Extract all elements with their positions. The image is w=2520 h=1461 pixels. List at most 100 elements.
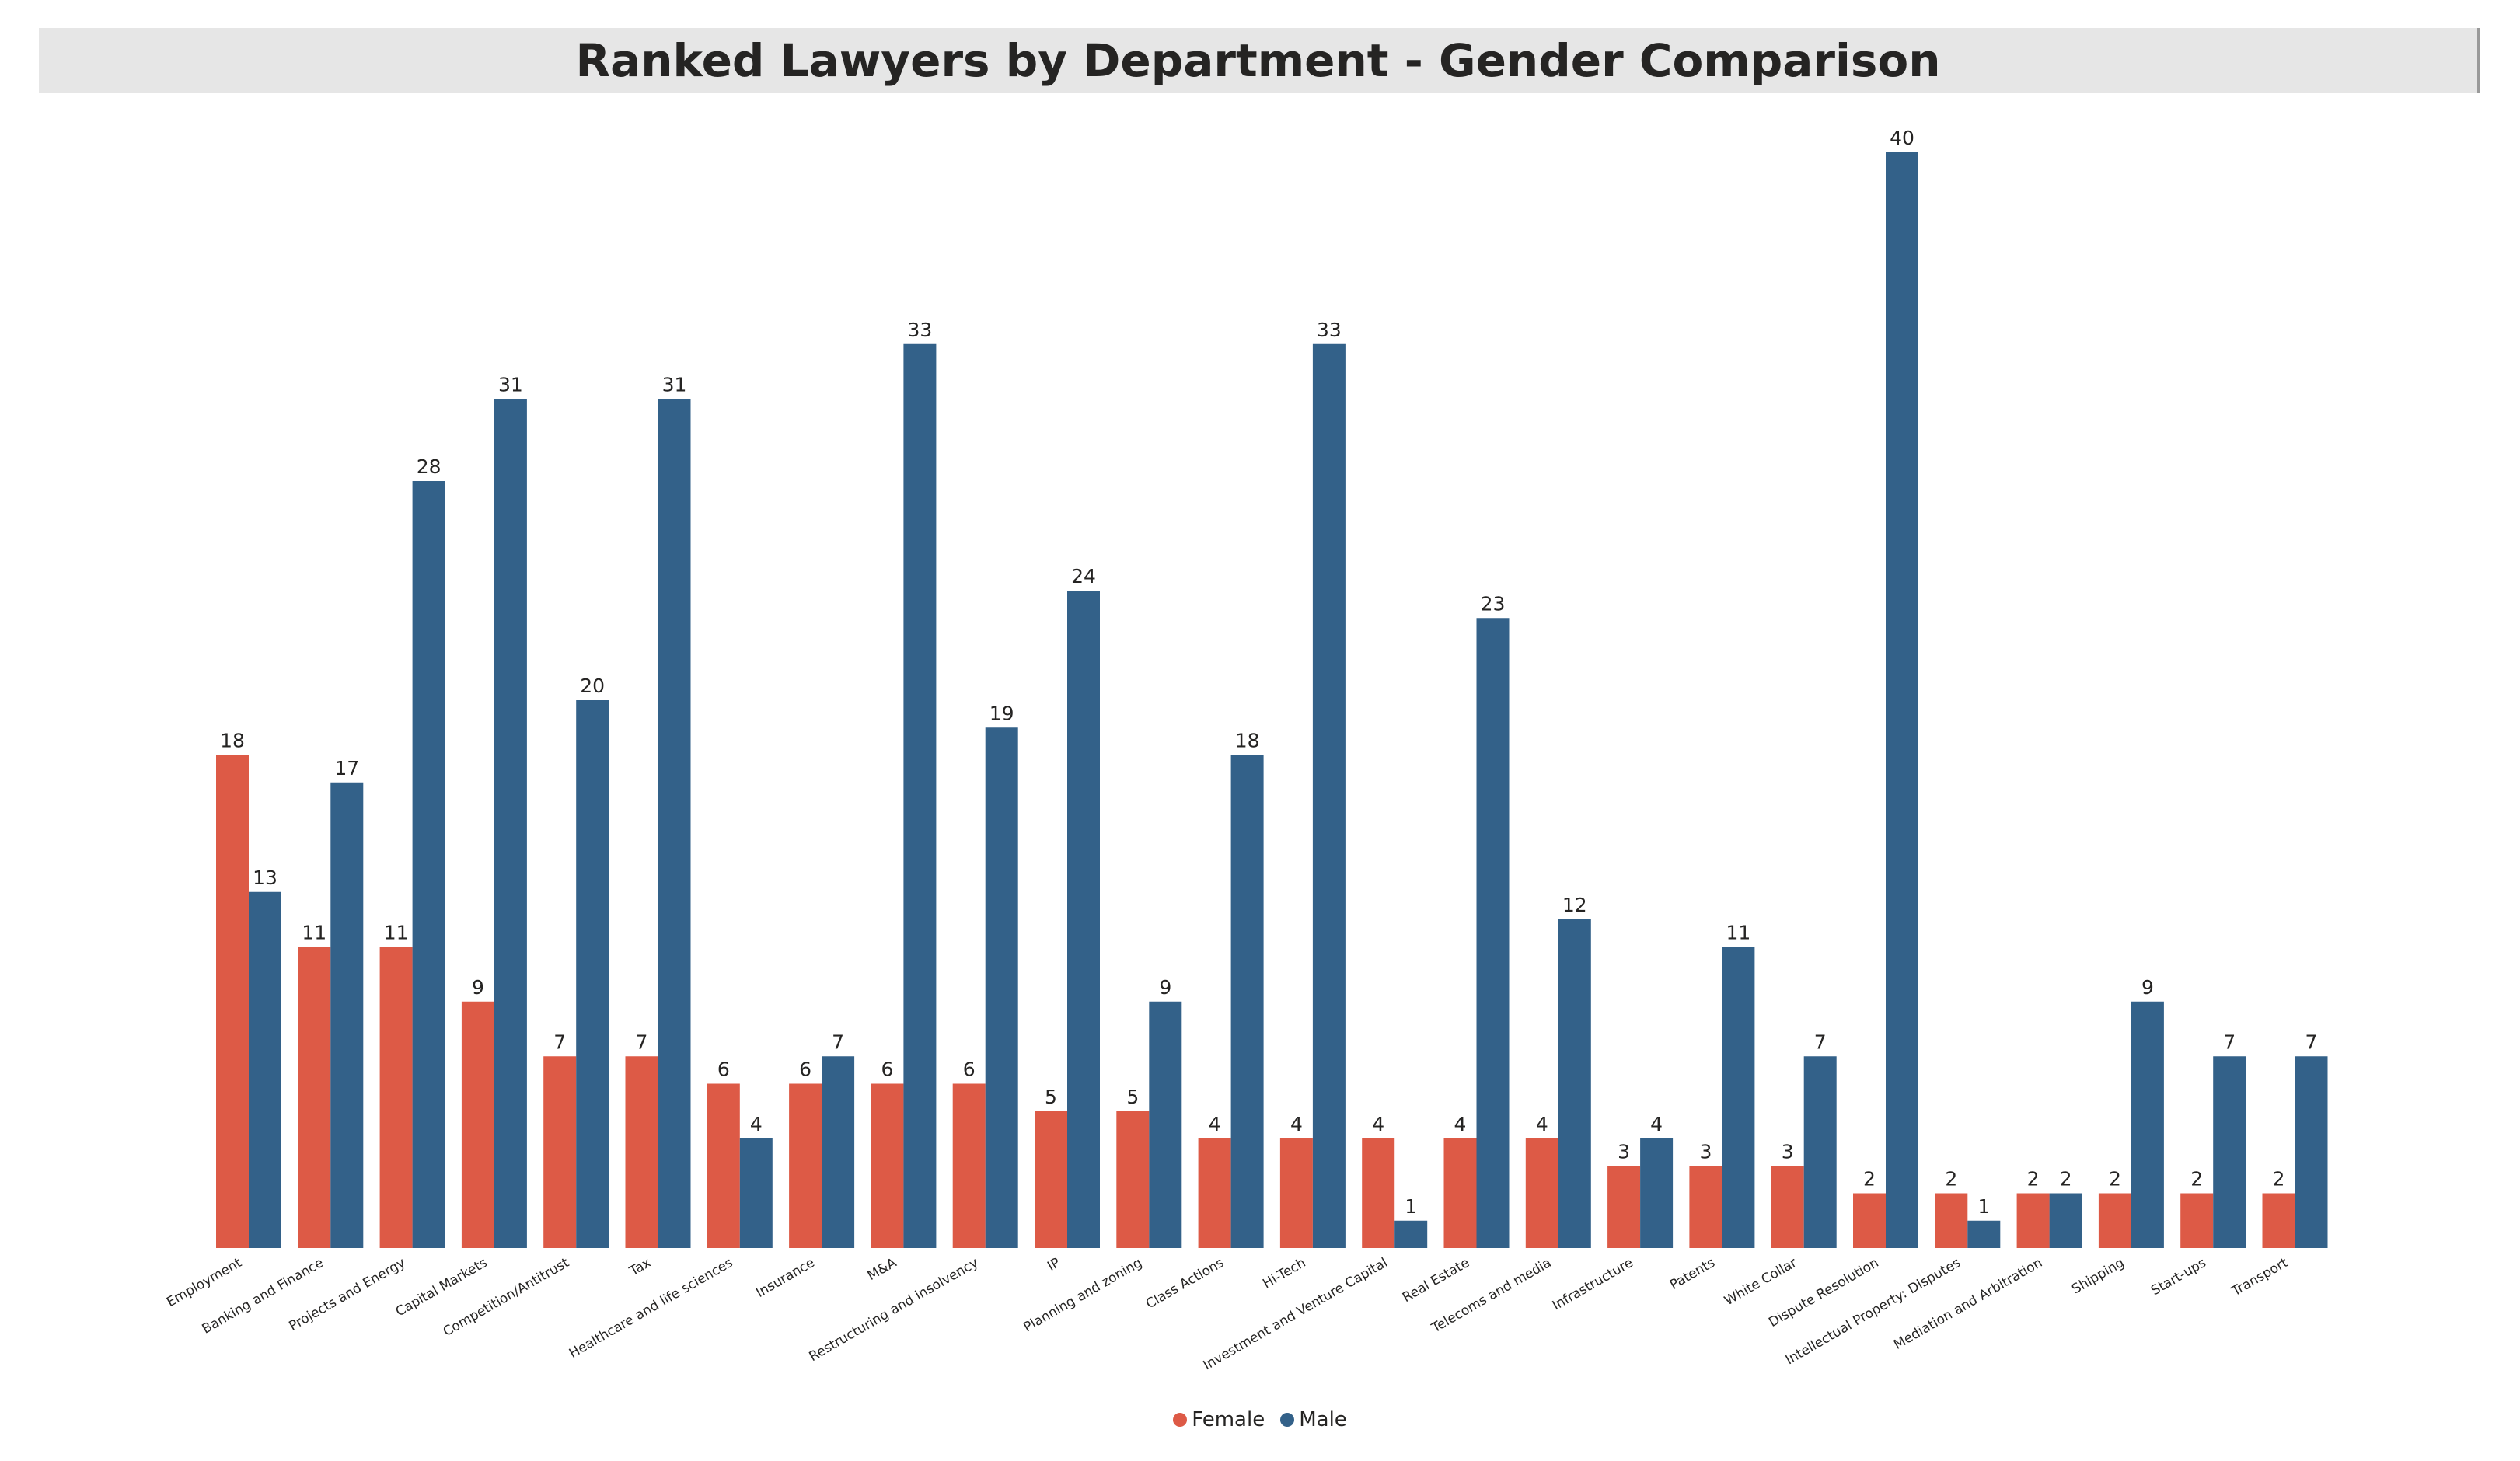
- data-label-male: 33: [1317, 319, 1342, 341]
- bar-female[interactable]: [1771, 1166, 1804, 1248]
- data-label-male: 4: [1650, 1113, 1663, 1135]
- x-tick-label: Class Actions: [1143, 1255, 1227, 1313]
- bar-male[interactable]: [1886, 152, 1918, 1248]
- bar-male[interactable]: [249, 891, 281, 1248]
- bar-male[interactable]: [985, 727, 1018, 1248]
- bar-female[interactable]: [871, 1083, 904, 1249]
- data-label-male: 1: [1977, 1195, 1990, 1218]
- data-label-male: 31: [498, 373, 523, 396]
- data-label-female: 6: [881, 1058, 893, 1081]
- x-tick-label: Start-ups: [2148, 1255, 2209, 1299]
- bar-female[interactable]: [952, 1083, 986, 1249]
- bar-female[interactable]: [2180, 1193, 2214, 1249]
- x-tick-label: Shipping: [2069, 1255, 2127, 1297]
- bar-female[interactable]: [1279, 1138, 1313, 1248]
- bar-female[interactable]: [543, 1056, 577, 1248]
- data-label-male: 4: [750, 1113, 763, 1135]
- data-label-male: 33: [907, 319, 932, 341]
- bar-male[interactable]: [412, 481, 445, 1248]
- bar-male[interactable]: [2131, 1001, 2164, 1248]
- legend-item-female[interactable]: Female: [1173, 1408, 1265, 1431]
- legend-label: Male: [1299, 1408, 1347, 1431]
- bar-female[interactable]: [707, 1083, 740, 1249]
- bar-male[interactable]: [1967, 1220, 2001, 1248]
- bar-female[interactable]: [1443, 1138, 1477, 1248]
- data-label-male: 20: [580, 675, 605, 697]
- x-tick-label: Hi-Tech: [1260, 1255, 1308, 1292]
- bar-female[interactable]: [298, 947, 331, 1248]
- bar-female[interactable]: [1362, 1138, 1395, 1248]
- data-label-male: 2: [2060, 1168, 2072, 1191]
- data-label-female: 2: [2273, 1168, 2285, 1191]
- data-label-female: 2: [1945, 1168, 1957, 1191]
- data-label-male: 9: [1159, 976, 1171, 999]
- bar-male[interactable]: [1558, 919, 1591, 1248]
- bar-female[interactable]: [216, 755, 249, 1249]
- bar-female[interactable]: [2262, 1193, 2295, 1249]
- data-label-male: 7: [2223, 1030, 2236, 1053]
- bar-female[interactable]: [1689, 1166, 1722, 1248]
- data-label-female: 11: [302, 921, 326, 943]
- data-label-female: 4: [1454, 1113, 1467, 1135]
- bar-female[interactable]: [1853, 1193, 1886, 1249]
- bar-male[interactable]: [1149, 1001, 1182, 1248]
- bar-female[interactable]: [379, 947, 413, 1248]
- bar-female[interactable]: [1035, 1111, 1067, 1248]
- data-label-female: 5: [1045, 1086, 1057, 1108]
- data-label-female: 3: [1782, 1140, 1794, 1163]
- data-label-female: 4: [1372, 1113, 1384, 1135]
- data-label-female: 7: [553, 1030, 566, 1053]
- x-tick-label: Patents: [1667, 1255, 1718, 1293]
- bar-female[interactable]: [1198, 1138, 1231, 1248]
- bar-female[interactable]: [1935, 1193, 1968, 1249]
- data-label-male: 31: [662, 373, 687, 396]
- bar-female[interactable]: [1607, 1166, 1641, 1248]
- bar-female[interactable]: [2098, 1193, 2131, 1249]
- bar-male[interactable]: [1067, 591, 1100, 1248]
- bar-female[interactable]: [461, 1001, 494, 1248]
- data-label-male: 18: [1235, 730, 1260, 752]
- data-label-male: 23: [1481, 592, 1506, 615]
- legend-item-male[interactable]: Male: [1280, 1408, 1347, 1431]
- bar-female[interactable]: [625, 1056, 658, 1248]
- data-label-male: 7: [1814, 1030, 1827, 1053]
- bar-male[interactable]: [1394, 1220, 1428, 1248]
- data-label-male: 9: [2141, 976, 2154, 999]
- data-label-male: 7: [2305, 1030, 2318, 1053]
- data-label-male: 7: [832, 1030, 844, 1053]
- data-label-male: 11: [1726, 921, 1750, 943]
- data-label-male: 17: [334, 757, 359, 779]
- bar-male[interactable]: [1640, 1138, 1674, 1248]
- bar-male[interactable]: [1722, 947, 1755, 1248]
- bar-male[interactable]: [2213, 1056, 2246, 1248]
- bar-male[interactable]: [2295, 1056, 2328, 1248]
- bar-male[interactable]: [1312, 343, 1346, 1248]
- bar-male[interactable]: [494, 399, 527, 1248]
- legend-label: Female: [1192, 1408, 1265, 1431]
- bar-male[interactable]: [1476, 618, 1510, 1248]
- bar-male[interactable]: [1803, 1056, 1837, 1248]
- bar-female[interactable]: [789, 1083, 822, 1249]
- data-label-female: 4: [1290, 1113, 1303, 1135]
- x-tick-label: Planning and zoning: [1021, 1255, 1144, 1336]
- bar-male[interactable]: [1230, 755, 1264, 1249]
- data-label-female: 6: [963, 1058, 976, 1081]
- bar-female[interactable]: [1116, 1111, 1150, 1248]
- bar-male[interactable]: [739, 1138, 773, 1248]
- legend-dot-icon: [1280, 1413, 1295, 1427]
- bar-female[interactable]: [1525, 1138, 1558, 1248]
- data-label-female: 3: [1618, 1140, 1630, 1163]
- data-label-female: 5: [1126, 1086, 1139, 1108]
- data-label-female: 4: [1209, 1113, 1221, 1135]
- bar-male[interactable]: [658, 399, 691, 1248]
- data-label-female: 9: [472, 976, 484, 999]
- data-label-male: 12: [1562, 894, 1587, 916]
- bar-male[interactable]: [822, 1056, 855, 1248]
- x-tick-label: M&A: [865, 1255, 900, 1284]
- x-tick-label: Employment: [164, 1255, 245, 1310]
- bar-male[interactable]: [903, 343, 937, 1248]
- bar-male[interactable]: [330, 782, 364, 1248]
- bar-male[interactable]: [576, 700, 609, 1248]
- bar-male[interactable]: [2049, 1193, 2082, 1249]
- bar-female[interactable]: [2016, 1193, 2050, 1249]
